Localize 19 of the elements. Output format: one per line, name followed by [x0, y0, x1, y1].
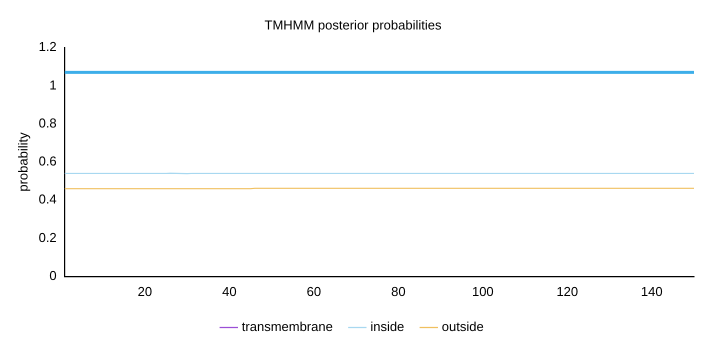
x-tick-label: 120 [556, 284, 578, 299]
x-tick-label: 140 [640, 284, 663, 299]
x-tick-label: 60 [306, 284, 322, 299]
y-tick-label: 0.4 [38, 192, 57, 207]
y-tick-label: 0.6 [38, 154, 57, 169]
chart-title: TMHMM posterior probabilities [264, 17, 442, 32]
legend-label: inside [370, 319, 404, 334]
x-tick-label: 100 [472, 284, 494, 299]
y-tick-label: 0.8 [38, 115, 57, 130]
y-tick-label: 0.2 [38, 230, 57, 245]
x-tick-label: 40 [222, 284, 237, 299]
y-axis-title: probability [15, 132, 30, 192]
x-tick-label: 20 [138, 284, 152, 299]
legend-label: transmembrane [242, 319, 333, 334]
y-tick-label: 1 [49, 77, 57, 92]
y-tick-label: 0 [49, 268, 57, 283]
x-tick-label: 80 [391, 284, 406, 299]
y-tick-label: 1.2 [38, 39, 57, 54]
legend-label: outside [442, 319, 484, 334]
